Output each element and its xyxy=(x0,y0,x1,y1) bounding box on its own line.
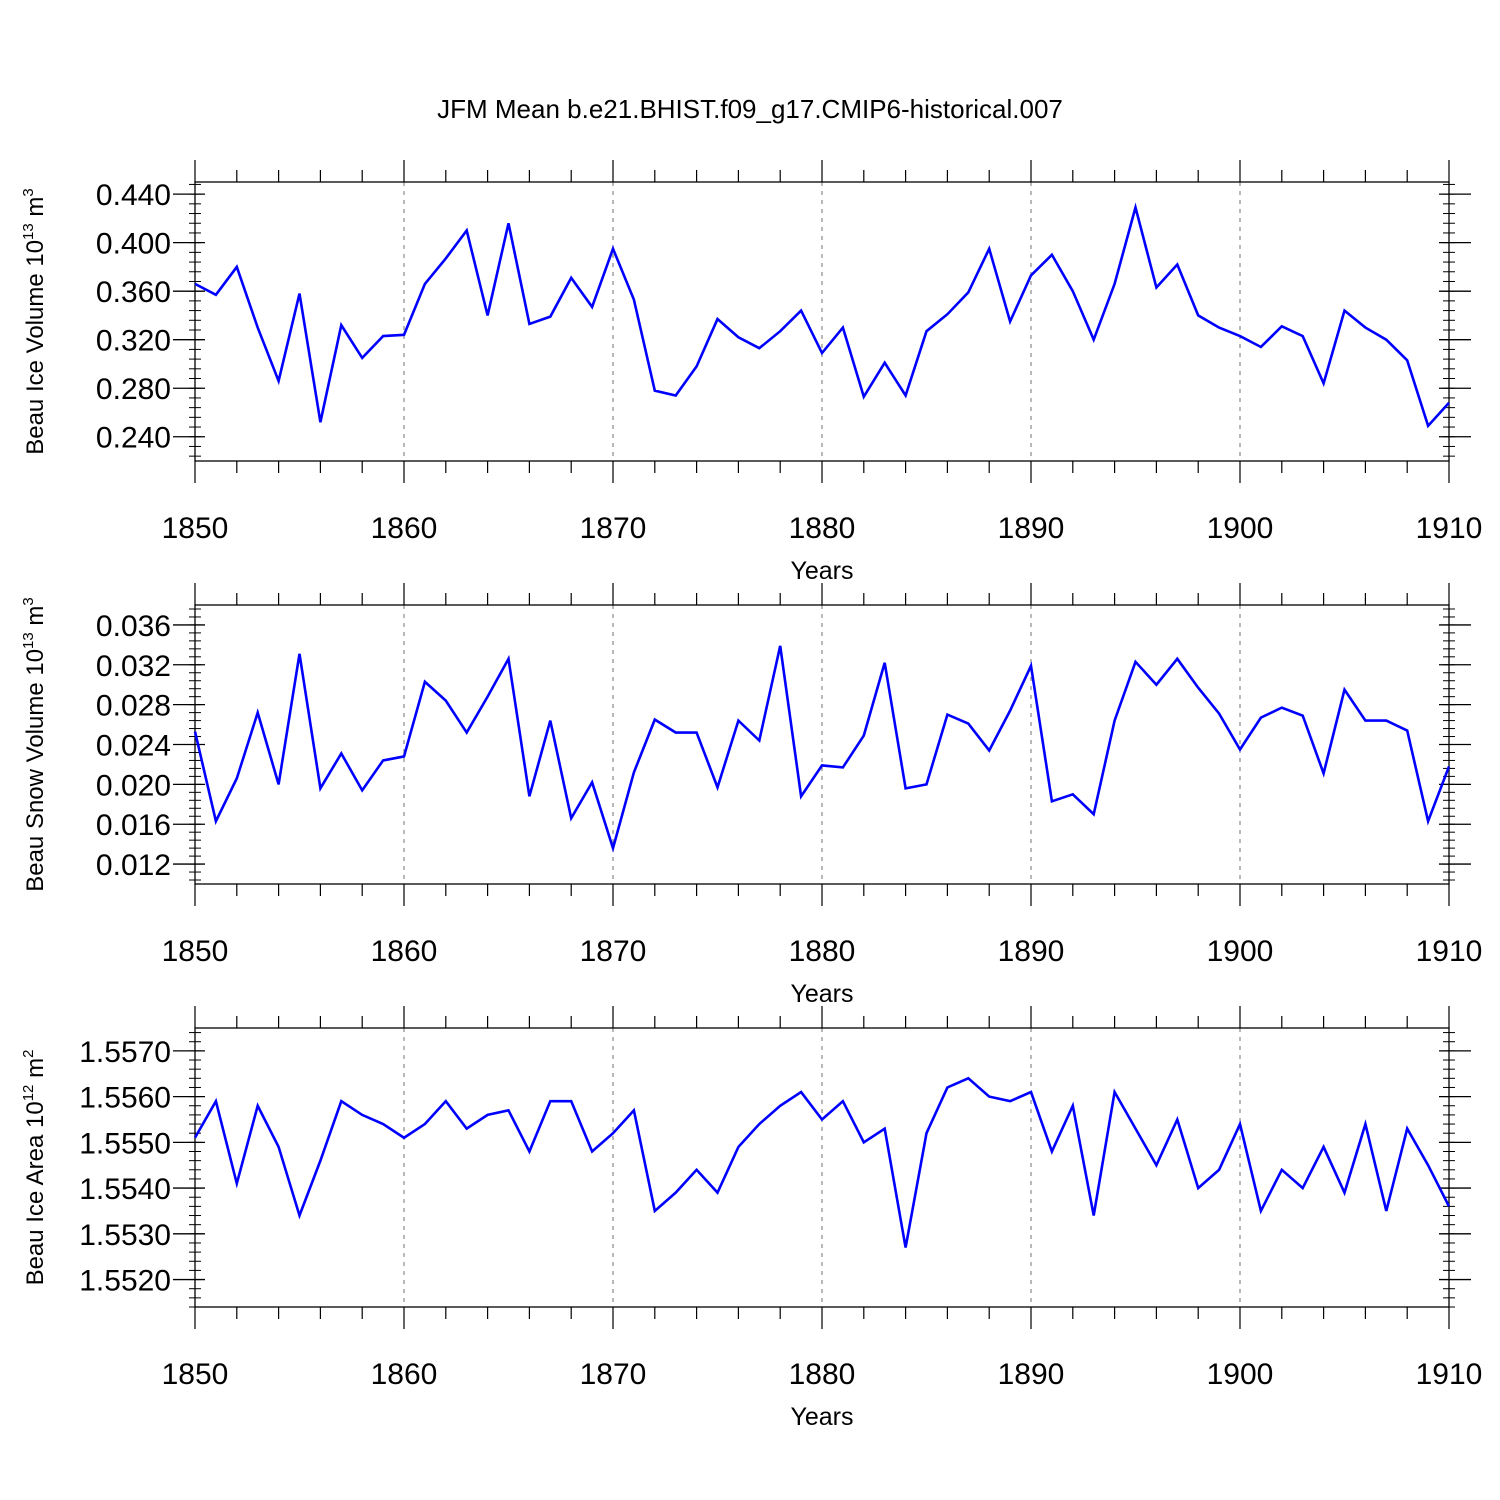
y-tick-label: 0.028 xyxy=(96,690,171,723)
y-tick-label: 1.5530 xyxy=(79,1219,171,1252)
y-tick-label: 0.280 xyxy=(96,373,171,406)
y-tick-label: 1.5550 xyxy=(79,1127,171,1160)
x-tick-label: 1910 xyxy=(1416,935,1483,968)
panel-1: 1850 1860 1870 1880 1890 1900 1910 Years 0.240 0.… xyxy=(20,160,1482,585)
y-tick-label: 0.032 xyxy=(96,650,171,683)
x-tick-label: 1900 xyxy=(1207,935,1274,968)
x-tick-label: 1860 xyxy=(371,1358,438,1391)
x-axis-title: Years xyxy=(790,980,853,1008)
x-tick-label: 1890 xyxy=(998,935,1065,968)
y-tick-label: 0.012 xyxy=(96,849,171,882)
series-line-1 xyxy=(193,1076,1451,1248)
x-tick-label: 1850 xyxy=(162,935,229,968)
y-tick-label: 1.5520 xyxy=(79,1265,171,1298)
panel-3: 1850 1860 1870 1880 1890 1900 1910 Years 1.5520 1… xyxy=(20,1006,1482,1431)
y-tick-label: 0.360 xyxy=(96,276,171,309)
y-axis-title-unit-exponent: 2 xyxy=(20,1050,37,1058)
y-axis-title-exponent: 13 xyxy=(20,632,37,649)
y-axis-title-unit-exponent: 3 xyxy=(20,597,37,605)
y-axis-title-unit: m xyxy=(22,606,49,633)
x-axis-title: Years xyxy=(790,1403,853,1431)
y-axis-title: Beau Snow Volume 1013 m3 xyxy=(20,597,49,892)
x-tick-label: 1880 xyxy=(789,1358,856,1391)
y-axis-title-unit: m xyxy=(22,1058,49,1085)
x-tick-label: 1850 xyxy=(162,512,229,545)
x-tick-label: 1910 xyxy=(1416,512,1483,545)
x-tick-label: 1890 xyxy=(998,1358,1065,1391)
y-tick-label: 0.440 xyxy=(96,179,171,212)
series-line-1 xyxy=(194,202,1450,429)
y-tick-label: 0.240 xyxy=(96,422,171,455)
x-tick-label: 1910 xyxy=(1416,1358,1483,1391)
x-tick-label: 1870 xyxy=(580,512,647,545)
y-axis-title-unit-exponent: 3 xyxy=(20,188,37,196)
y-tick-label: 0.036 xyxy=(96,610,171,643)
x-tick-label: 1860 xyxy=(371,935,438,968)
x-tick-label: 1870 xyxy=(580,1358,647,1391)
y-tick-label: 0.020 xyxy=(96,769,171,802)
figure-title: JFM Mean b.e21.BHIST.f09_g17.CMIP6-histo… xyxy=(437,94,1063,124)
y-tick-label: 0.024 xyxy=(96,730,171,763)
x-axis-title: Years xyxy=(790,557,853,585)
y-tick-label: 0.016 xyxy=(96,809,171,842)
y-tick-label: 1.5560 xyxy=(79,1082,171,1115)
y-axis-title-exponent: 12 xyxy=(20,1085,37,1102)
x-tick-label: 1900 xyxy=(1207,1358,1274,1391)
y-tick-label: 1.5540 xyxy=(79,1173,171,1206)
x-tick-label: 1880 xyxy=(789,935,856,968)
x-tick-label: 1890 xyxy=(998,512,1065,545)
y-axis-title: Beau Ice Volume 1013 m3 xyxy=(20,188,49,455)
y-axis-title: Beau Ice Area 1012 m2 xyxy=(20,1050,49,1286)
y-tick-label: 0.320 xyxy=(96,325,171,358)
x-tick-label: 1860 xyxy=(371,512,438,545)
x-tick-label: 1850 xyxy=(162,1358,229,1391)
y-axis-title-exponent: 13 xyxy=(20,223,37,240)
y-axis-title-unit: m xyxy=(22,197,49,224)
series-line-1 xyxy=(193,645,1451,853)
x-tick-label: 1900 xyxy=(1207,512,1274,545)
y-tick-label: 0.400 xyxy=(96,228,171,261)
y-tick-label: 1.5570 xyxy=(79,1036,171,1069)
x-tick-label: 1870 xyxy=(580,935,647,968)
y-axis-title-text: Beau Ice Volume 10 xyxy=(22,240,49,455)
y-axis-title-text: Beau Ice Area 10 xyxy=(22,1101,49,1285)
panel-2: 1850 1860 1870 1880 1890 1900 1910 Years 0.012 0.… xyxy=(20,583,1482,1008)
x-tick-label: 1880 xyxy=(789,512,856,545)
y-axis-title-text: Beau Snow Volume 10 xyxy=(22,649,49,892)
